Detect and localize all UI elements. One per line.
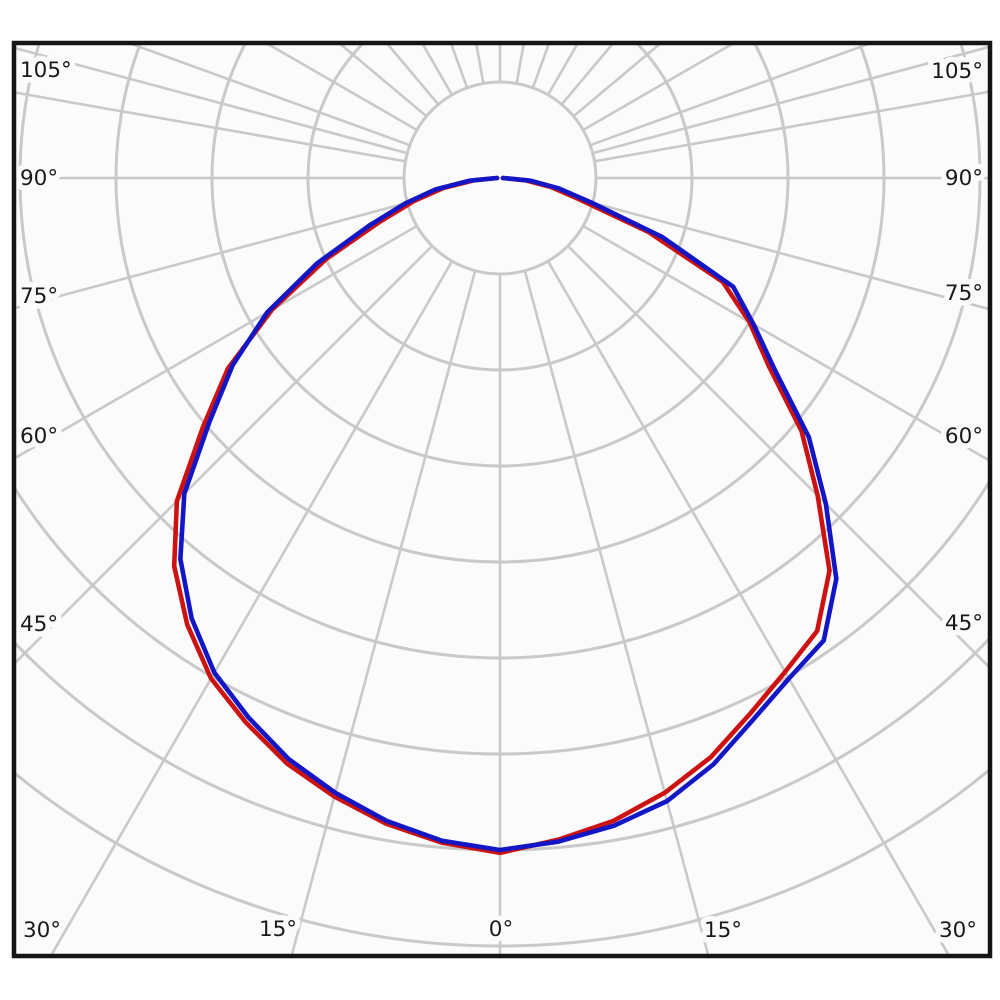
grid-spoke — [130, 45, 411, 147]
grid-spoke — [566, 244, 988, 668]
plot-frame — [11, 40, 993, 959]
plot-background — [16, 45, 988, 954]
angle-label-right: 105° — [931, 59, 983, 84]
angle-label-bottom: 30° — [23, 918, 61, 943]
angle-label-left: 90° — [20, 166, 58, 191]
angle-label-bottom: 15° — [259, 917, 297, 942]
grid-spoke — [523, 270, 710, 954]
angle-label-right: 90° — [945, 166, 983, 191]
angle-label-bottom: 0° — [489, 917, 513, 942]
grid-spoke — [50, 260, 454, 954]
angle-label-right: 60° — [945, 424, 983, 449]
angle-label-left: 75° — [20, 284, 58, 309]
grid-spoke — [16, 201, 408, 310]
grid-spoke — [16, 224, 418, 459]
angle-label-right: 75° — [945, 281, 983, 306]
angle-label-bottom: 30° — [939, 918, 977, 943]
intensity-curves — [171, 175, 839, 856]
grid-spoke — [594, 90, 988, 163]
grid-spoke — [592, 201, 988, 311]
blue-curve — [178, 175, 839, 853]
angle-label-left: 60° — [20, 424, 58, 449]
grid-spoke — [592, 45, 988, 155]
angle-label-left: 105° — [20, 58, 72, 83]
grid-spoke — [589, 45, 870, 147]
grid-spoke — [16, 46, 408, 155]
angle-label-right: 45° — [945, 611, 983, 636]
angle-label-left: 45° — [20, 612, 58, 637]
angle-label-bottom: 15° — [704, 918, 742, 943]
grid-spoke — [546, 260, 950, 954]
angle-labels: 105° 90° 75° 60° 45° 105° 90° 75° 60° 45° 30° 15° 0°… — [15, 53, 989, 949]
grid-spoke — [290, 270, 477, 954]
grid-spoke — [16, 244, 434, 664]
grid-spoke — [16, 91, 406, 163]
